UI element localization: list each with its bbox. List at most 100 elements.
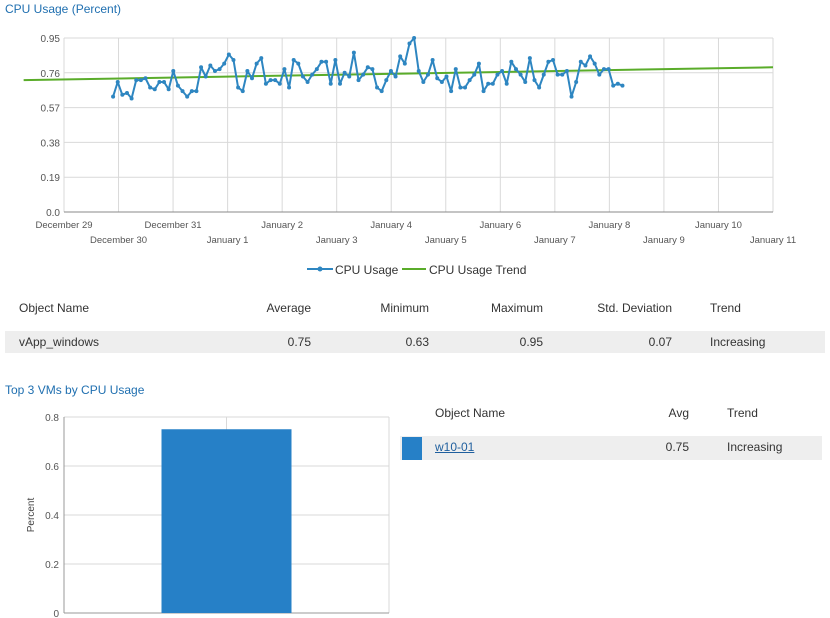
data-point	[263, 81, 268, 86]
data-point	[583, 63, 588, 68]
data-point	[245, 68, 250, 73]
data-point	[291, 57, 296, 62]
data-point	[166, 87, 171, 92]
x-tick-label: January 3	[316, 235, 358, 246]
data-point	[504, 81, 509, 86]
x-tick-label: January 10	[695, 220, 742, 231]
legend-series-marker	[307, 266, 333, 272]
y-tick-label: 0.95	[41, 34, 61, 45]
data-point	[606, 67, 611, 72]
data-point	[342, 70, 347, 75]
legend-trend-label: CPU Usage Trend	[429, 263, 527, 277]
y-axis-label: Percent	[26, 498, 37, 533]
data-point	[435, 76, 440, 81]
data-point	[305, 79, 310, 84]
cell-minimum: 0.63	[405, 335, 429, 349]
data-point	[273, 78, 278, 83]
cell-trend: Increasing	[710, 335, 766, 349]
data-point	[481, 89, 486, 94]
data-point	[185, 94, 190, 99]
data-point	[611, 83, 616, 88]
data-point	[171, 68, 176, 73]
data-point	[509, 59, 514, 64]
x-tick-label: January 7	[534, 235, 576, 246]
data-point	[537, 85, 542, 90]
data-point	[347, 74, 352, 79]
data-point	[412, 36, 417, 40]
cell-object-name: vApp_windows	[19, 335, 100, 349]
vm-cell-trend: Increasing	[727, 440, 783, 454]
data-point	[569, 94, 574, 99]
data-point	[356, 78, 361, 83]
data-point	[398, 54, 403, 59]
data-point	[287, 85, 292, 90]
data-point	[592, 61, 597, 66]
data-point	[518, 72, 523, 77]
data-point	[546, 59, 551, 64]
data-point	[300, 74, 305, 79]
data-point	[513, 67, 518, 72]
data-point	[324, 59, 329, 64]
data-point	[217, 67, 222, 72]
data-point	[402, 61, 407, 66]
data-point	[282, 67, 287, 72]
data-point	[564, 68, 569, 73]
data-point	[467, 78, 472, 83]
data-point	[384, 78, 389, 83]
bar-chart-title: Top 3 VMs by CPU Usage	[5, 383, 145, 397]
data-point	[203, 74, 208, 79]
data-point	[375, 85, 380, 90]
data-point	[314, 67, 319, 72]
cell-maximum: 0.95	[519, 335, 543, 349]
data-point	[365, 65, 370, 70]
data-point	[388, 68, 393, 73]
x-tick-label: January 5	[425, 235, 467, 246]
y-tick-label: 0.57	[41, 104, 61, 115]
data-point	[444, 74, 449, 79]
legend-series-label: CPU Usage	[335, 263, 399, 277]
data-point	[486, 81, 491, 86]
x-tick-label: December 29	[35, 220, 92, 231]
data-point	[268, 78, 273, 83]
y-tick-label: 0.0	[46, 208, 60, 219]
header-trend: Trend	[710, 301, 741, 315]
vm-link-w10-01[interactable]: w10-01	[435, 440, 475, 454]
y-tick-label: 0.2	[45, 560, 59, 571]
data-point	[152, 87, 157, 92]
data-point	[328, 81, 333, 86]
data-point	[162, 79, 167, 84]
data-point	[620, 83, 625, 88]
data-point	[425, 72, 430, 77]
data-point	[615, 81, 620, 86]
vm-cell-avg: 0.75	[665, 440, 689, 454]
data-point	[115, 79, 120, 84]
x-tick-label: January 11	[750, 235, 796, 246]
data-point	[407, 41, 412, 46]
data-point	[560, 72, 565, 77]
data-point	[588, 54, 593, 59]
y-tick-label: 0	[53, 609, 59, 618]
y-tick-label: 0.4	[45, 511, 59, 522]
data-point	[134, 78, 139, 83]
line-chart-title: CPU Usage (Percent)	[5, 2, 122, 16]
data-point	[277, 81, 282, 86]
data-point	[226, 52, 231, 57]
data-point	[319, 59, 324, 64]
vm-header-avg: Avg	[668, 406, 689, 420]
y-tick-label: 0.38	[41, 138, 61, 149]
data-point	[416, 68, 421, 73]
data-point	[296, 61, 301, 66]
data-point	[541, 72, 546, 77]
data-point	[458, 85, 463, 90]
x-tick-label: January 6	[479, 220, 521, 231]
data-point	[523, 79, 528, 84]
vm-header-trend: Trend	[727, 406, 758, 420]
data-point	[157, 79, 162, 84]
legend-trend-marker	[402, 268, 426, 270]
data-point	[310, 72, 315, 77]
data-point	[430, 57, 435, 62]
data-point	[597, 72, 602, 77]
data-point	[236, 85, 241, 90]
data-point	[361, 72, 366, 77]
